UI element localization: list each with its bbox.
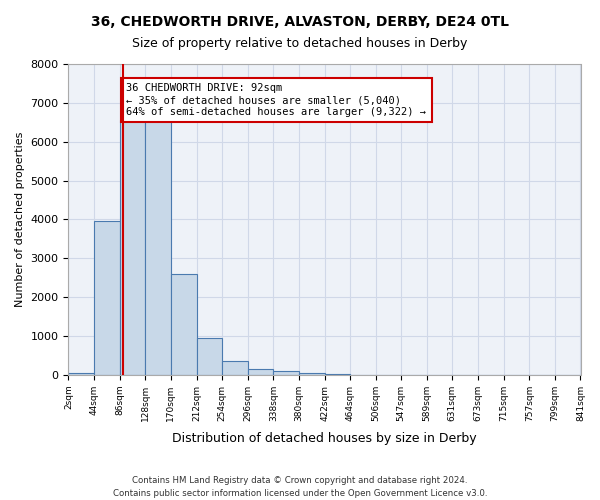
Text: Size of property relative to detached houses in Derby: Size of property relative to detached ho… bbox=[133, 38, 467, 51]
Bar bbox=[299, 373, 325, 375]
Bar bbox=[119, 120, 145, 375]
Text: 36, CHEDWORTH DRIVE, ALVASTON, DERBY, DE24 0TL: 36, CHEDWORTH DRIVE, ALVASTON, DERBY, DE… bbox=[91, 15, 509, 29]
Bar bbox=[145, 120, 171, 375]
Bar bbox=[248, 369, 274, 375]
Text: Contains public sector information licensed under the Open Government Licence v3: Contains public sector information licen… bbox=[113, 488, 487, 498]
Text: 36 CHEDWORTH DRIVE: 92sqm
← 35% of detached houses are smaller (5,040)
64% of se: 36 CHEDWORTH DRIVE: 92sqm ← 35% of detac… bbox=[127, 84, 427, 116]
Bar bbox=[68, 373, 94, 375]
Bar bbox=[274, 371, 299, 375]
Bar bbox=[222, 361, 248, 375]
X-axis label: Distribution of detached houses by size in Derby: Distribution of detached houses by size … bbox=[172, 432, 477, 445]
Bar bbox=[197, 338, 222, 375]
Y-axis label: Number of detached properties: Number of detached properties bbox=[15, 132, 25, 307]
Text: Contains HM Land Registry data © Crown copyright and database right 2024.: Contains HM Land Registry data © Crown c… bbox=[132, 476, 468, 485]
Bar bbox=[94, 222, 119, 375]
Bar bbox=[171, 274, 197, 375]
